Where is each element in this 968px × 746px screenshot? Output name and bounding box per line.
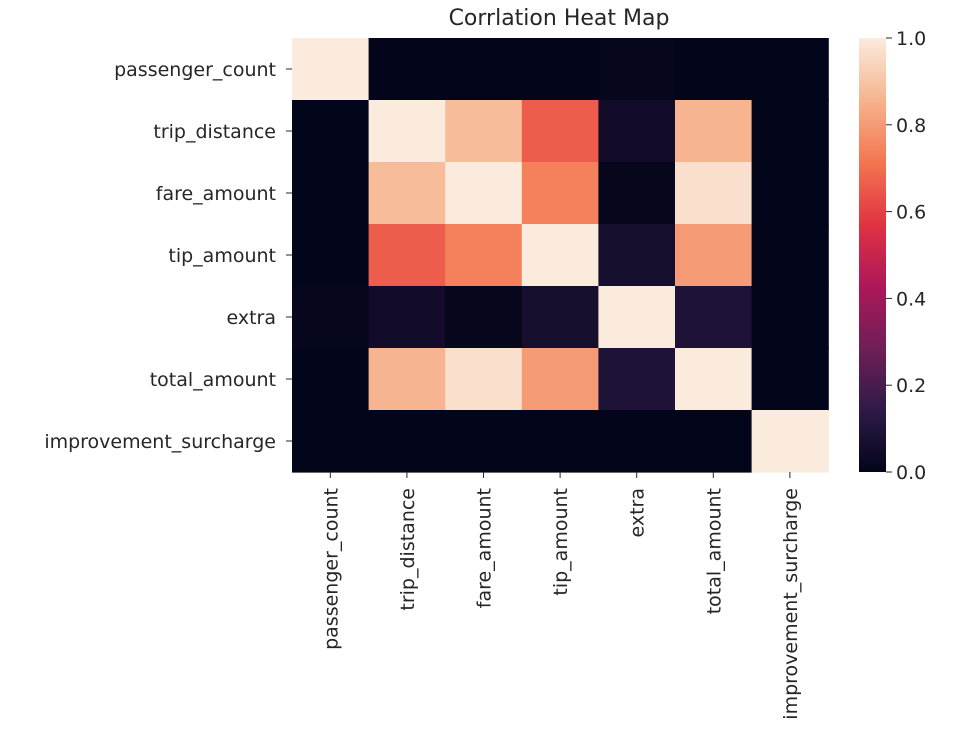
heatmap-cell-fare_amount-improvement_surcharge [751,162,829,225]
heatmap-cell-trip_distance-improvement_surcharge [751,100,829,163]
heatmap-cell-total_amount-fare_amount [445,348,523,411]
heatmap-cell-passenger_count-fare_amount [445,38,523,101]
colorbar-tick-label: 0.4 [896,288,926,310]
heatmap-cell-improvement_surcharge-total_amount [675,410,753,473]
heatmap-cell-tip_amount-trip_distance [368,224,446,287]
heatmap-cell-tip_amount-passenger_count [292,224,370,287]
heatmap-cell-total_amount-passenger_count [292,348,370,411]
heatmap-cell-passenger_count-trip_distance [368,38,446,101]
heatmap-cell-extra-extra [598,286,676,349]
heatmap-cell-extra-total_amount [675,286,753,349]
heatmap-cell-improvement_surcharge-trip_distance [368,410,446,473]
heatmap-cell-extra-passenger_count [292,286,370,349]
colorbar-tick-label: 0.0 [896,462,926,484]
x-tick-label: passenger_count [320,488,342,650]
heatmap-cell-improvement_surcharge-extra [598,410,676,473]
heatmap-cell-total_amount-extra [598,348,676,411]
colorbar: 0.0 0.2 0.4 0.6 0.8 1.0 [859,28,926,484]
y-tick-label: trip_distance [153,121,276,143]
heatmap-cell-extra-fare_amount [445,286,523,349]
heatmap-cell-total_amount-total_amount [675,348,753,411]
colorbar-tick-label: 1.0 [896,28,926,50]
heatmap-cell-improvement_surcharge-fare_amount [445,410,523,473]
y-tick-labels: passenger_count trip_distance fare_amountt… [44,59,292,453]
y-tick-label: extra [226,307,276,329]
heatmap-cell-fare_amount-fare_amount [445,162,523,225]
colorbar-tick-label: 0.2 [896,375,926,397]
heatmap-cell-trip_distance-extra [598,100,676,163]
heatmap-cell-trip_distance-total_amount [675,100,753,163]
x-tick-label: fare_amount [474,488,496,608]
heatmap-cells [292,38,829,473]
heatmap-cell-total_amount-improvement_surcharge [751,348,829,411]
x-tick-label: trip_distance [397,488,419,611]
heatmap-cell-extra-improvement_surcharge [751,286,829,349]
heatmap-cell-passenger_count-improvement_surcharge [751,38,829,101]
heatmap-cell-extra-tip_amount [521,286,599,349]
x-tick-label: tip_amount [550,488,572,596]
heatmap-cell-passenger_count-tip_amount [521,38,599,101]
y-tick-label: fare_amount [156,183,276,205]
chart-title: Corrlation Heat Map [449,6,670,31]
x-tick-label: total_amount [703,488,725,614]
heatmap-cell-passenger_count-passenger_count [292,38,370,101]
heatmap-cell-passenger_count-extra [598,38,676,101]
heatmap-cell-tip_amount-tip_amount [521,224,599,287]
heatmap-cell-passenger_count-total_amount [675,38,753,101]
heatmap-cell-trip_distance-tip_amount [521,100,599,163]
heatmap-cell-fare_amount-tip_amount [521,162,599,225]
heatmap-cell-tip_amount-improvement_surcharge [751,224,829,287]
y-tick-label: tip_amount [168,245,276,267]
x-tick-label: extra [627,488,649,538]
y-tick-label: improvement_surcharge [44,431,276,453]
heatmap-cell-fare_amount-trip_distance [368,162,446,225]
heatmap-cell-improvement_surcharge-improvement_surcharge [751,410,829,473]
heatmap-cell-fare_amount-passenger_count [292,162,370,225]
x-tick-labels: passenger_count trip_distance fare_amount t… [320,472,802,720]
heatmap-cell-tip_amount-fare_amount [445,224,523,287]
heatmap-cell-extra-trip_distance [368,286,446,349]
heatmap-cell-tip_amount-total_amount [675,224,753,287]
y-tick-label: passenger_count [114,59,276,81]
colorbar-tick-label: 0.6 [896,202,926,224]
heatmap-cell-total_amount-trip_distance [368,348,446,411]
colorbar-tick-label: 0.8 [896,115,926,137]
heatmap-cell-total_amount-tip_amount [521,348,599,411]
heatmap-cell-trip_distance-fare_amount [445,100,523,163]
heatmap-cell-trip_distance-passenger_count [292,100,370,163]
colorbar-gradient [859,38,886,472]
y-tick-label: total_amount [150,369,276,391]
heatmap-cell-tip_amount-extra [598,224,676,287]
heatmap-cell-trip_distance-trip_distance [368,100,446,163]
x-tick-label: improvement_surcharge [780,488,802,720]
heatmap-cell-improvement_surcharge-passenger_count [292,410,370,473]
heatmap-cell-improvement_surcharge-tip_amount [521,410,599,473]
heatmap-cell-fare_amount-total_amount [675,162,753,225]
heatmap-cell-fare_amount-extra [598,162,676,225]
